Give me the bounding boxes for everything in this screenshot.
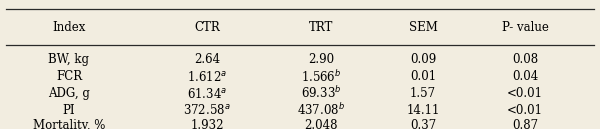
Text: 2.048: 2.048 bbox=[304, 119, 338, 129]
Text: TRT: TRT bbox=[309, 21, 333, 34]
Text: 14.11: 14.11 bbox=[406, 104, 440, 117]
Text: 2.64: 2.64 bbox=[194, 54, 220, 66]
Text: 2.90: 2.90 bbox=[308, 54, 334, 66]
Text: Mortality, %: Mortality, % bbox=[33, 119, 105, 129]
Text: P- value: P- value bbox=[502, 21, 548, 34]
Text: 69.33$^{b}$: 69.33$^{b}$ bbox=[301, 86, 341, 102]
Text: <0.01: <0.01 bbox=[507, 87, 543, 100]
Text: 1.57: 1.57 bbox=[410, 87, 436, 100]
Text: 1.932: 1.932 bbox=[190, 119, 224, 129]
Text: 437.08$^{b}$: 437.08$^{b}$ bbox=[297, 102, 345, 118]
Text: 372.58$^{a}$: 372.58$^{a}$ bbox=[183, 103, 231, 117]
Text: FCR: FCR bbox=[56, 70, 82, 83]
Text: SEM: SEM bbox=[409, 21, 437, 34]
Text: ADG, g: ADG, g bbox=[48, 87, 90, 100]
Text: 0.37: 0.37 bbox=[410, 119, 436, 129]
Text: 0.09: 0.09 bbox=[410, 54, 436, 66]
Text: CTR: CTR bbox=[194, 21, 220, 34]
Text: 1.612$^{a}$: 1.612$^{a}$ bbox=[187, 70, 227, 84]
Text: PI: PI bbox=[62, 104, 76, 117]
Text: 0.01: 0.01 bbox=[410, 70, 436, 83]
Text: 0.08: 0.08 bbox=[512, 54, 538, 66]
Text: 1.566$^{b}$: 1.566$^{b}$ bbox=[301, 69, 341, 85]
Text: <0.01: <0.01 bbox=[507, 104, 543, 117]
Text: 61.34$^{a}$: 61.34$^{a}$ bbox=[187, 87, 227, 100]
Text: 0.87: 0.87 bbox=[512, 119, 538, 129]
Text: Index: Index bbox=[52, 21, 86, 34]
Text: 0.04: 0.04 bbox=[512, 70, 538, 83]
Text: BW, kg: BW, kg bbox=[49, 54, 89, 66]
